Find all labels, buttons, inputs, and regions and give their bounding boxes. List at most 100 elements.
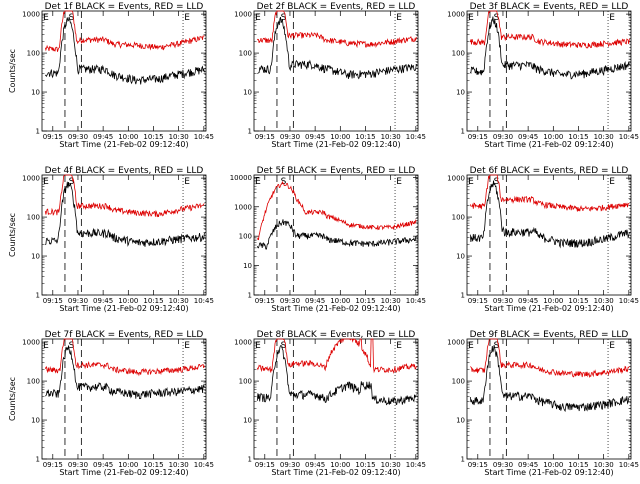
y-tick-label: 1000 — [447, 175, 465, 183]
marker-e: E — [609, 13, 615, 23]
x-tick-label: 09:30 — [280, 133, 300, 141]
series-lld-line — [44, 338, 205, 377]
marker-s: S — [281, 341, 287, 351]
y-tick-label: 1 — [248, 292, 252, 300]
series-events-line — [257, 16, 417, 80]
plot-frame — [253, 174, 419, 296]
plot-frame — [466, 338, 632, 460]
y-tick-label: 100 — [452, 214, 465, 222]
y-tick-label: 10 — [31, 253, 40, 261]
x-tick-label: 10:30 — [381, 297, 401, 305]
series-events-line — [44, 16, 205, 85]
marker-e-left: E — [43, 13, 49, 23]
x-tick-label: 10:30 — [169, 461, 189, 469]
x-tick-label: 10:45 — [194, 461, 214, 469]
marker-e-left: E — [43, 177, 49, 187]
y-tick-label: 1 — [461, 456, 465, 464]
marker-s: S — [494, 177, 500, 187]
x-axis-label: Start Time (21-Feb-02 09:12:40) — [271, 304, 400, 313]
panel-title: Det 2f BLACK = Events, RED = LLD — [257, 2, 416, 12]
marker-e: E — [396, 341, 402, 351]
y-tick-label: 10 — [456, 417, 465, 425]
x-tick-label: 09:15 — [43, 461, 63, 469]
x-tick-label: 10:45 — [406, 461, 426, 469]
x-tick-label: 09:15 — [255, 461, 275, 469]
marker-e: E — [184, 177, 190, 187]
y-tick-label: 1 — [248, 456, 252, 464]
y-tick-label: 10 — [456, 89, 465, 97]
y-tick-label: 10 — [456, 253, 465, 261]
y-tick-label: 100 — [27, 378, 40, 386]
panel-title: Det 4f BLACK = Events, RED = LLD — [45, 166, 204, 176]
marker-s: S — [281, 13, 287, 23]
panel-title: Det 8f BLACK = Events, RED = LLD — [257, 330, 416, 340]
x-tick-label: 10:15 — [355, 297, 375, 305]
x-tick-label: 10:00 — [118, 461, 138, 469]
series-events-line — [45, 181, 205, 247]
panel-title: Det 1f BLACK = Events, RED = LLD — [45, 2, 204, 12]
series-events-line — [45, 345, 205, 400]
x-tick-label: 10:15 — [568, 133, 588, 141]
y-tick-label: 1000 — [22, 175, 40, 183]
y-tick-label: 10 — [31, 89, 40, 97]
series-lld-line — [44, 174, 205, 218]
x-tick-label: 09:45 — [93, 133, 113, 141]
plot-frame — [253, 338, 419, 460]
y-tick-label: 10 — [243, 262, 252, 270]
series-lld-line — [469, 10, 630, 49]
y-tick-label: 1 — [36, 128, 40, 136]
y-tick-label: 1000 — [22, 339, 40, 347]
x-tick-label: 10:30 — [169, 297, 189, 305]
y-tick-label: 1000 — [22, 11, 40, 19]
y-axis-label: Counts/sec — [8, 213, 17, 257]
x-tick-label: 10:00 — [118, 133, 138, 141]
x-tick-label: 09:45 — [93, 297, 113, 305]
x-tick-label: 10:30 — [381, 461, 401, 469]
x-tick-label: 09:30 — [280, 461, 300, 469]
plot-frame — [466, 174, 632, 296]
x-tick-label: 09:30 — [493, 133, 513, 141]
y-tick-label: 10000 — [230, 174, 252, 182]
y-tick-label: 1000 — [447, 339, 465, 347]
x-tick-label: 10:45 — [619, 297, 639, 305]
panel-title: Det 9f BLACK = Events, RED = LLD — [470, 330, 629, 340]
x-axis-label: Start Time (21-Feb-02 09:12:40) — [484, 304, 613, 313]
series-lld-line — [44, 10, 205, 52]
x-tick-label: 09:30 — [68, 461, 88, 469]
x-tick-label: 10:30 — [594, 297, 614, 305]
x-tick-label: 09:45 — [93, 461, 113, 469]
marker-e-left: E — [468, 177, 474, 187]
marker-e-left: E — [468, 13, 474, 23]
panel-5: Det 5f BLACK = Events, RED = LLD 1 10 100 10… — [230, 166, 426, 313]
x-tick-label: 09:45 — [518, 297, 538, 305]
x-tick-label: 10:30 — [381, 133, 401, 141]
x-axis-label: Start Time (21-Feb-02 09:12:40) — [59, 140, 188, 149]
x-tick-label: 10:30 — [169, 133, 189, 141]
x-tick-label: 10:45 — [619, 133, 639, 141]
panel-title: Det 5f BLACK = Events, RED = LLD — [257, 166, 416, 176]
x-tick-label: 09:30 — [280, 297, 300, 305]
y-tick-label: 1 — [36, 456, 40, 464]
marker-e-left: E — [468, 341, 474, 351]
marker-e-left: E — [255, 13, 261, 23]
x-tick-label: 10:00 — [543, 133, 563, 141]
x-tick-label: 10:45 — [194, 297, 214, 305]
plot-frame — [41, 338, 207, 460]
marker-e-left: E — [255, 177, 261, 187]
y-tick-label: 100 — [239, 50, 252, 58]
marker-s: S — [494, 13, 500, 23]
x-tick-label: 10:15 — [143, 461, 163, 469]
x-tick-label: 10:00 — [330, 297, 350, 305]
x-axis-label: Start Time (21-Feb-02 09:12:40) — [59, 304, 188, 313]
x-tick-label: 10:15 — [143, 133, 163, 141]
y-axis-label: Counts/sec — [8, 49, 17, 93]
x-tick-label: 09:15 — [43, 133, 63, 141]
marker-e-left: E — [255, 341, 261, 351]
x-tick-label: 09:15 — [43, 297, 63, 305]
series-lld-line — [256, 180, 417, 241]
x-tick-label: 09:15 — [255, 133, 275, 141]
x-tick-label: 09:30 — [493, 297, 513, 305]
marker-s: S — [69, 13, 75, 23]
y-tick-label: 1000 — [234, 11, 252, 19]
